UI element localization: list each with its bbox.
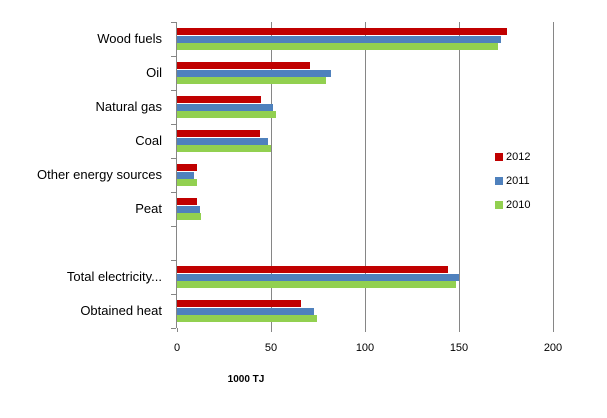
bar-2011 (177, 35, 502, 43)
x-tick (365, 328, 366, 332)
bar-2010 (177, 145, 271, 152)
x-tick (271, 328, 272, 332)
y-tick (171, 294, 176, 295)
gridline (365, 22, 366, 328)
gridline (271, 22, 272, 328)
bar-2011 (177, 273, 460, 281)
category-label: Other energy sources (36, 167, 162, 182)
bar-2012 (177, 198, 198, 205)
y-tick (171, 192, 176, 193)
y-tick (171, 328, 176, 329)
x-tick (177, 328, 178, 332)
x-tick (459, 328, 460, 332)
bar-2011 (177, 103, 274, 111)
y-tick (171, 226, 176, 227)
bar-2012 (177, 28, 508, 35)
bar-2010 (177, 111, 277, 118)
legend-label: 2010 (506, 199, 531, 211)
category-label: Total electricity... (66, 269, 162, 284)
category-label: Natural gas (95, 99, 162, 114)
bar-2012 (177, 130, 261, 137)
category-label: Peat (135, 201, 162, 216)
bar-2011 (177, 205, 201, 213)
x-axis-title: 1000 TJ (227, 374, 265, 385)
legend-item-2011: 2011 (495, 175, 530, 187)
bar-2010 (177, 77, 326, 84)
legend-swatch (495, 153, 503, 161)
bar-2011 (177, 69, 332, 77)
legend-label: 2012 (506, 151, 531, 163)
x-tick-label: 100 (355, 342, 375, 354)
y-tick (171, 260, 176, 261)
category-label: Coal (135, 133, 162, 148)
bar-2010 (177, 315, 317, 322)
bar-2011 (177, 137, 268, 145)
bar-2012 (177, 62, 310, 69)
x-tick (553, 328, 554, 332)
y-tick (171, 56, 176, 57)
bar-2010 (177, 213, 201, 220)
legend-swatch (495, 177, 503, 185)
bar-2012 (177, 266, 448, 273)
bar-2012 (177, 96, 262, 103)
bar-2011 (177, 307, 314, 315)
y-tick (171, 124, 176, 125)
legend-swatch (495, 201, 503, 209)
y-tick (171, 90, 176, 91)
x-tick-label: 150 (449, 342, 469, 354)
y-tick (171, 22, 176, 23)
x-tick-label: 0 (173, 342, 181, 354)
x-tick-label: 200 (543, 342, 563, 354)
gridline (459, 22, 460, 328)
category-label: Obtained heat (80, 303, 162, 318)
y-axis-line (176, 22, 177, 328)
bar-2010 (177, 281, 457, 288)
legend-item-2012: 2012 (495, 151, 530, 163)
bar-2011 (177, 171, 194, 179)
x-tick-label: 50 (264, 342, 278, 354)
legend-label: 2011 (506, 175, 530, 187)
legend-item-2010: 2010 (495, 199, 530, 211)
bar-2012 (177, 300, 301, 307)
bar-2012 (177, 164, 198, 171)
gridline (553, 22, 554, 328)
y-tick (171, 158, 176, 159)
category-label: Wood fuels (97, 31, 162, 46)
bar-2010 (177, 179, 198, 186)
bar-2010 (177, 43, 499, 50)
category-label: Oil (146, 65, 162, 80)
